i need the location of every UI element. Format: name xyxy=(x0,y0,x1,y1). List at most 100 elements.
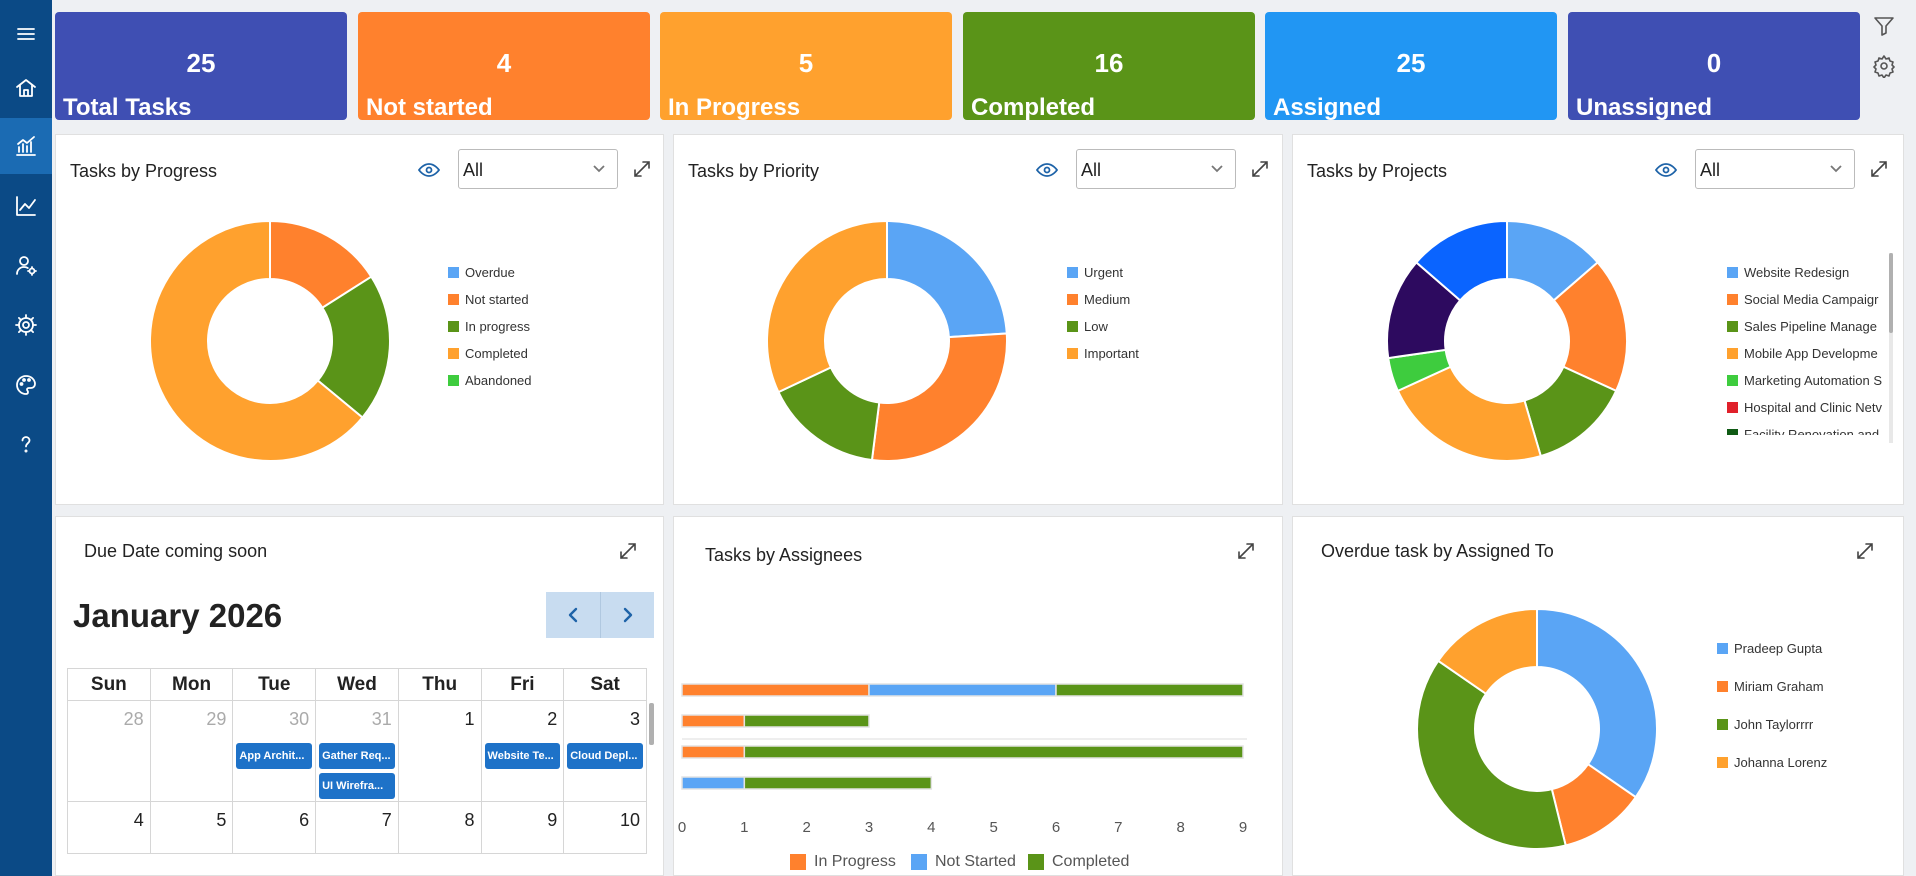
expand-button[interactable] xyxy=(1236,541,1256,561)
legend-item[interactable]: Social Media Campaigr xyxy=(1727,292,1878,307)
legend-scrollbar[interactable] xyxy=(1889,253,1893,443)
calendar-event[interactable]: UI Wirefra... xyxy=(319,773,395,799)
calendar-day-cell[interactable]: 4 xyxy=(67,801,151,854)
donut-slice[interactable] xyxy=(1416,659,1567,850)
bar-segment[interactable] xyxy=(681,714,746,728)
calendar-day-cell[interactable]: 1 xyxy=(397,700,482,802)
donut-slice[interactable] xyxy=(1396,365,1543,462)
kpi-unassigned[interactable]: 0 Unassigned xyxy=(1568,12,1860,121)
bar-segment[interactable] xyxy=(681,745,746,759)
kpi-value: 16 xyxy=(1094,48,1124,78)
bar-segment[interactable] xyxy=(743,745,1244,759)
calendar-next-button[interactable] xyxy=(600,592,654,638)
calendar-day-cell[interactable]: 5 xyxy=(149,801,234,854)
expand-button[interactable] xyxy=(1250,159,1270,179)
dashboard-settings-button[interactable] xyxy=(1872,54,1896,79)
donut-slice[interactable] xyxy=(1436,607,1538,696)
chevron-down-icon xyxy=(589,158,609,178)
calendar-event[interactable]: App Archit... xyxy=(236,743,313,769)
visibility-button[interactable] xyxy=(1654,162,1678,178)
bar-segment[interactable] xyxy=(681,776,746,790)
nav-analytics[interactable] xyxy=(0,118,52,174)
calendar-day-cell[interactable]: 2 Website Te... xyxy=(480,700,565,802)
nav-trends[interactable] xyxy=(0,178,52,234)
menu-button[interactable] xyxy=(0,8,52,60)
select-value: All xyxy=(1081,160,1102,180)
legend-item[interactable]: Mobile App Developme xyxy=(1727,346,1878,361)
legend-item[interactable]: Low xyxy=(1067,319,1108,334)
calendar-day-cell[interactable]: 9 xyxy=(480,801,565,854)
calendar-day-cell[interactable]: 7 xyxy=(315,801,399,854)
expand-button[interactable] xyxy=(1869,159,1889,179)
progress-filter-select[interactable]: All xyxy=(458,149,618,189)
legend-item[interactable]: Pradeep Gupta xyxy=(1717,641,1822,656)
donut-slice[interactable] xyxy=(1414,219,1508,302)
legend-item[interactable]: Completed xyxy=(448,346,528,361)
donut-slice[interactable] xyxy=(1536,607,1658,799)
projects-filter-select[interactable]: All xyxy=(1695,149,1855,189)
donut-slice[interactable] xyxy=(316,275,391,419)
nav-theme[interactable] xyxy=(0,357,52,413)
donut-slice[interactable] xyxy=(886,219,1008,339)
expand-button[interactable] xyxy=(1855,541,1875,561)
calendar-scrollbar-thumb[interactable] xyxy=(649,703,654,745)
legend-item[interactable]: Sales Pipeline Manage xyxy=(1727,319,1877,334)
nav-help[interactable] xyxy=(0,416,52,472)
kpi-assigned[interactable]: 25 Assigned xyxy=(1265,12,1557,121)
kpi-in-progress[interactable]: 5 In Progress xyxy=(660,12,952,121)
legend-item[interactable]: Completed xyxy=(1028,853,1129,871)
legend-item[interactable]: Abandoned xyxy=(448,373,532,388)
kpi-not-started[interactable]: 4 Not started xyxy=(358,12,650,121)
legend-item[interactable]: Hospital and Clinic Netv xyxy=(1727,400,1882,415)
expand-button[interactable] xyxy=(632,159,652,179)
legend-item[interactable]: Miriam Graham xyxy=(1717,679,1824,694)
calendar-prev-button[interactable] xyxy=(546,592,600,638)
calendar-day-cell[interactable]: 30 App Archit... xyxy=(232,700,317,802)
legend-item[interactable]: Not Started xyxy=(911,853,1016,871)
legend-item[interactable]: In Progress xyxy=(790,853,896,871)
calendar-event[interactable]: Gather Req... xyxy=(319,743,395,769)
nav-home[interactable] xyxy=(0,60,52,116)
legend-item[interactable]: Overdue xyxy=(448,265,515,280)
expand-button[interactable] xyxy=(618,541,638,561)
menu-icon xyxy=(17,28,35,40)
legend-scrollbar-thumb[interactable] xyxy=(1889,253,1893,333)
calendar-day-cell[interactable]: 29 xyxy=(149,700,234,802)
calendar-day-cell[interactable]: 6 xyxy=(232,801,317,854)
bar-segment[interactable] xyxy=(681,683,870,697)
legend-item[interactable]: Johanna Lorenz xyxy=(1717,755,1827,770)
visibility-button[interactable] xyxy=(1035,162,1059,178)
calendar-event[interactable]: Website Te... xyxy=(484,743,561,769)
legend-item[interactable]: Not started xyxy=(448,292,529,307)
legend-item[interactable]: Marketing Automation S xyxy=(1727,373,1882,388)
bar-segment[interactable] xyxy=(1055,683,1244,697)
bar-segment[interactable] xyxy=(743,776,933,790)
nav-settings[interactable] xyxy=(0,297,52,353)
calendar-day-cell[interactable]: 28 xyxy=(67,700,151,802)
legend-item[interactable]: Important xyxy=(1067,346,1139,361)
filter-button[interactable] xyxy=(1872,14,1896,38)
donut-slice[interactable] xyxy=(1552,261,1628,393)
bar-segment[interactable] xyxy=(743,714,870,728)
donut-slice[interactable] xyxy=(149,219,364,462)
legend-item[interactable]: In progress xyxy=(448,319,530,334)
bar-segment[interactable] xyxy=(868,683,1057,697)
priority-legend: Urgent Medium Low Important xyxy=(1067,265,1267,395)
calendar-event[interactable]: Cloud Depl... xyxy=(567,743,643,769)
donut-slice[interactable] xyxy=(766,219,888,394)
calendar-day-cell[interactable]: 8 xyxy=(397,801,482,854)
calendar-day-cell[interactable]: 10 xyxy=(563,801,647,854)
legend-item[interactable]: Urgent xyxy=(1067,265,1123,280)
legend-item[interactable]: Website Redesign xyxy=(1727,265,1849,280)
nav-user-settings[interactable] xyxy=(0,237,52,293)
visibility-button[interactable] xyxy=(417,162,441,178)
calendar-day-cell[interactable]: 3 Cloud Depl... xyxy=(563,700,647,802)
legend-item[interactable]: Medium xyxy=(1067,292,1130,307)
calendar-day-cell[interactable]: 31 Gather Req... UI Wirefra... xyxy=(315,700,399,802)
kpi-total-tasks[interactable]: 25 Total Tasks xyxy=(55,12,347,121)
kpi-completed[interactable]: 16 Completed xyxy=(963,12,1255,121)
legend-item[interactable]: Facility Renovation and xyxy=(1727,427,1879,435)
priority-filter-select[interactable]: All xyxy=(1076,149,1236,189)
legend-item[interactable]: John Taylorrrr xyxy=(1717,717,1813,732)
donut-slice[interactable] xyxy=(870,332,1008,462)
